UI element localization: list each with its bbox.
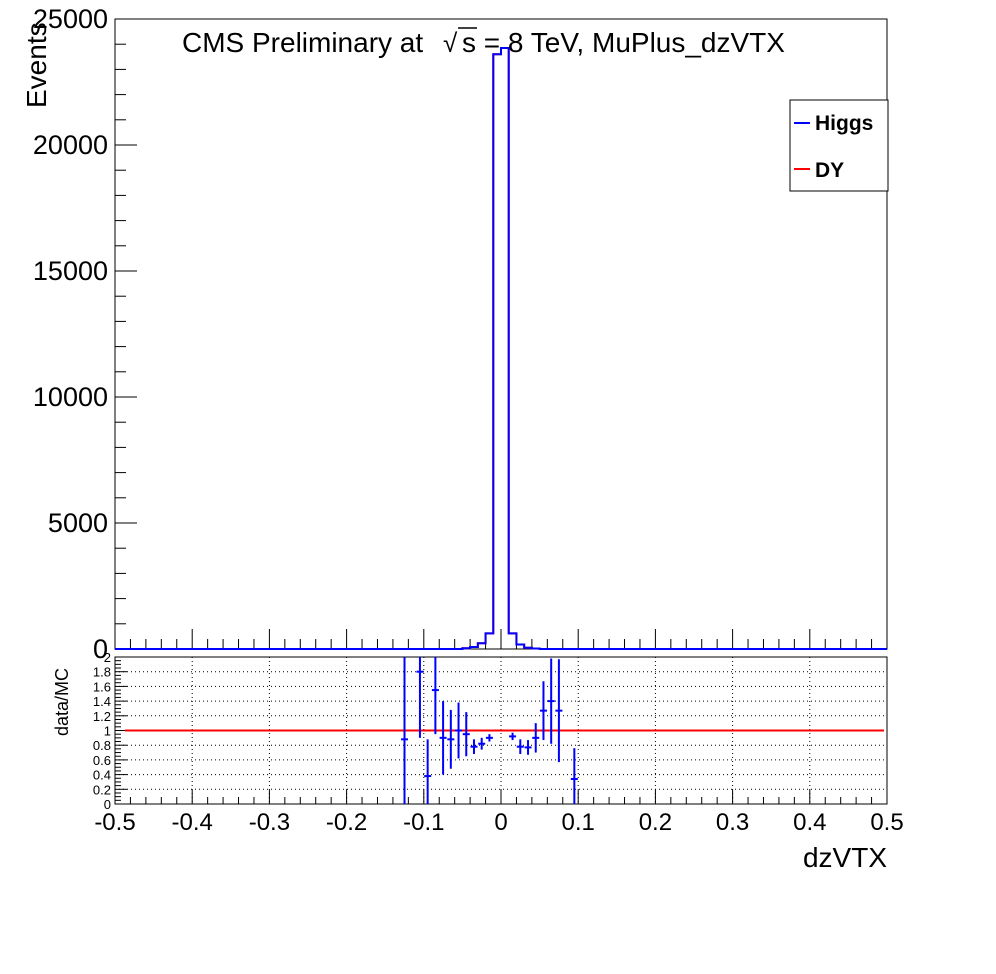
ratio-y-tick-label: 0.8 [93,738,111,753]
x-axis-title: dzVTX [803,842,887,873]
legend-dy-label: DY [815,159,844,182]
legend-higgs-label: Higgs [815,112,873,135]
main-plot-frame [114,18,888,650]
ratio-y-tick-label: 0.2 [93,782,111,797]
ratio-y-tick-label: 1.8 [93,665,111,680]
ratio-y-tick-label: 1.2 [93,709,111,724]
x-tick-label: 0.5 [870,809,903,836]
x-tick-label: -0.1 [403,809,444,836]
x-tick-label: 0.2 [639,809,672,836]
x-tick-label: 0 [494,809,507,836]
x-tick-label: 0.3 [716,809,749,836]
ratio-y-tick-label: 0.6 [93,753,111,768]
ratio-panel: 00.20.40.60.811.21.41.61.82-0.5 -0.4 -0.3-… [93,650,904,836]
ratio-y-tick-label: 1.4 [93,694,111,709]
chart-title-energy: s = 8 TeV, MuPlus_dzVTX [462,27,785,58]
y-axis-title: Events [21,22,52,108]
ratio-y-tick-label: 0.4 [93,768,111,783]
x-tick-label: -0.3 [249,809,290,836]
y-tick-label: 5000 [48,508,108,538]
legend: Higgs DY [789,99,889,192]
chart-title: CMS Preliminary at [182,27,423,58]
ratio-y-tick-label: 0 [104,797,111,812]
x-tick-label: -0.2 [326,809,367,836]
higgs-histogram-line [115,46,887,650]
y-tick-label: 20000 [33,130,108,160]
y-tick-label: 0 [93,634,108,664]
ratio-y-axis-title: data/MC [52,668,72,736]
dy-histogram-line [115,46,887,650]
x-tick-label: -0.5 [94,809,135,836]
legend-box [789,99,889,192]
ratio-y-tick-label: 2 [104,650,111,665]
x-tick-label: 0.1 [562,809,595,836]
chart-title-sqrt: √ [443,28,458,58]
main-panel: 0 5000 10000 15000 20000 25000 [33,4,888,664]
y-tick-label: 10000 [33,382,108,412]
y-tick-label: 25000 [33,4,108,34]
y-tick-label: 15000 [33,256,108,286]
ratio-y-tick-label: 1.6 [93,679,111,694]
ratio-y-tick-label: 1 [104,724,111,739]
x-tick-label: -0.4 [172,809,213,836]
x-tick-label: 0.4 [793,809,826,836]
